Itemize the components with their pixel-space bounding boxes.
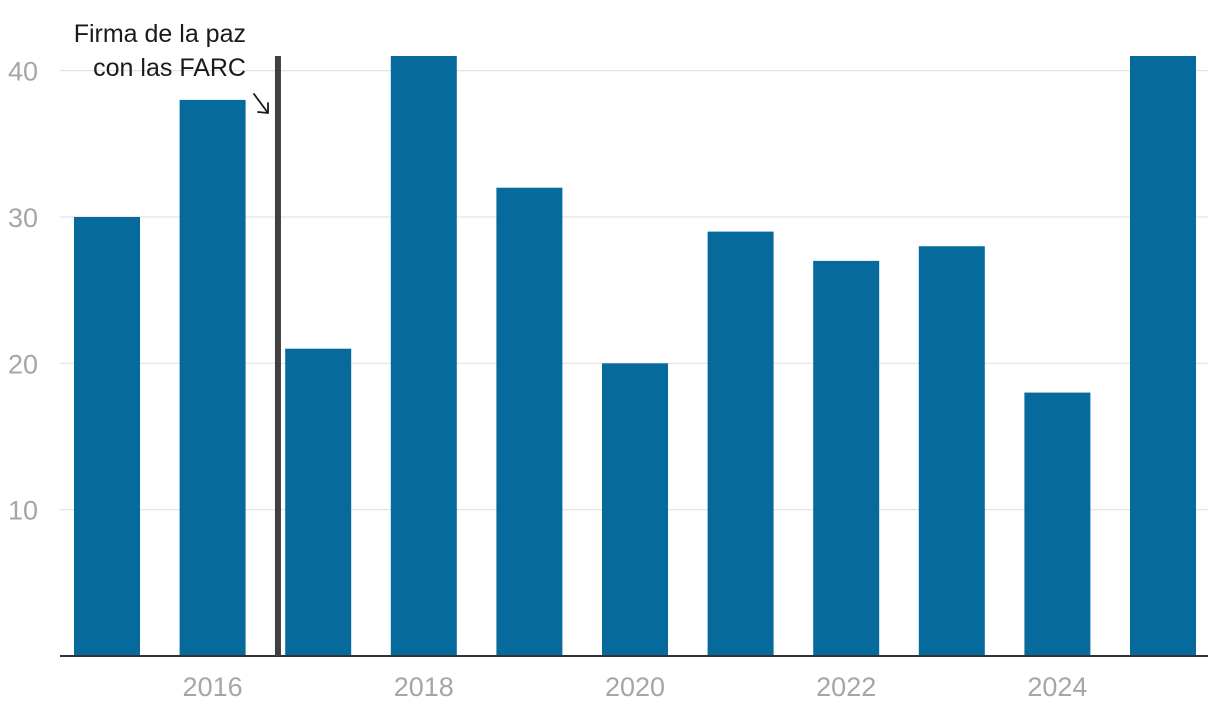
arrow-icon — [253, 93, 269, 114]
bar-2017 — [285, 348, 352, 656]
bar-2025 — [1130, 56, 1196, 656]
y-tick-label: 10 — [8, 496, 38, 526]
y-tick-label: 30 — [8, 203, 38, 233]
x-tick-label: 2018 — [394, 672, 454, 702]
bar-2021 — [707, 231, 774, 657]
x-tick-label: 2024 — [1027, 672, 1087, 702]
x-tick-label: 2016 — [183, 672, 243, 702]
bar-2015 — [74, 216, 140, 656]
annotation-line-2: con las FARC — [93, 54, 246, 82]
bars — [74, 56, 1196, 657]
y-tick-label: 20 — [8, 349, 38, 379]
bar-2022 — [813, 260, 880, 656]
x-tick-label: 2020 — [605, 672, 665, 702]
bar-2024 — [1024, 392, 1091, 656]
bar-2018 — [390, 56, 457, 656]
bar-2023 — [918, 246, 985, 656]
x-axis-ticks: 2016 2018 2020 2022 2024 — [183, 672, 1088, 702]
y-axis-ticks: 10 20 30 40 — [8, 57, 38, 526]
y-tick-label: 40 — [8, 57, 38, 87]
peace-agreement-marker — [274, 56, 281, 656]
annotation-line-1: Firma de la paz — [74, 20, 246, 48]
x-tick-label: 2022 — [816, 672, 876, 702]
bar-2020 — [602, 363, 668, 656]
peace-agreement-annotation: Firma de la paz con las FARC — [74, 20, 281, 656]
bar-2019 — [496, 187, 563, 656]
bar-2016 — [179, 99, 246, 656]
